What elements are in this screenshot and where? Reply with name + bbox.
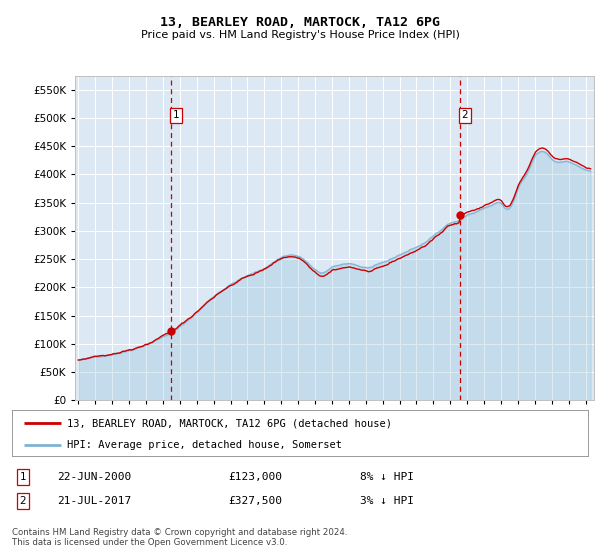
Text: 1: 1 — [19, 472, 26, 482]
Text: 2: 2 — [461, 110, 468, 120]
Text: £327,500: £327,500 — [228, 496, 282, 506]
Text: 21-JUL-2017: 21-JUL-2017 — [57, 496, 131, 506]
Text: Price paid vs. HM Land Registry's House Price Index (HPI): Price paid vs. HM Land Registry's House … — [140, 30, 460, 40]
Text: 22-JUN-2000: 22-JUN-2000 — [57, 472, 131, 482]
Text: 1: 1 — [173, 110, 179, 120]
Text: 8% ↓ HPI: 8% ↓ HPI — [360, 472, 414, 482]
Text: 3% ↓ HPI: 3% ↓ HPI — [360, 496, 414, 506]
Text: £123,000: £123,000 — [228, 472, 282, 482]
Text: 13, BEARLEY ROAD, MARTOCK, TA12 6PG: 13, BEARLEY ROAD, MARTOCK, TA12 6PG — [160, 16, 440, 29]
Text: 2: 2 — [19, 496, 26, 506]
Text: 13, BEARLEY ROAD, MARTOCK, TA12 6PG (detached house): 13, BEARLEY ROAD, MARTOCK, TA12 6PG (det… — [67, 418, 392, 428]
Text: HPI: Average price, detached house, Somerset: HPI: Average price, detached house, Some… — [67, 440, 342, 450]
Text: Contains HM Land Registry data © Crown copyright and database right 2024.
This d: Contains HM Land Registry data © Crown c… — [12, 528, 347, 547]
